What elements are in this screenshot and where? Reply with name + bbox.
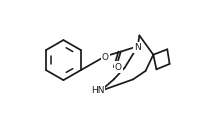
Text: HN: HN	[91, 86, 104, 95]
Text: O: O	[115, 63, 122, 72]
Text: O: O	[102, 53, 109, 62]
Text: N: N	[134, 43, 141, 52]
